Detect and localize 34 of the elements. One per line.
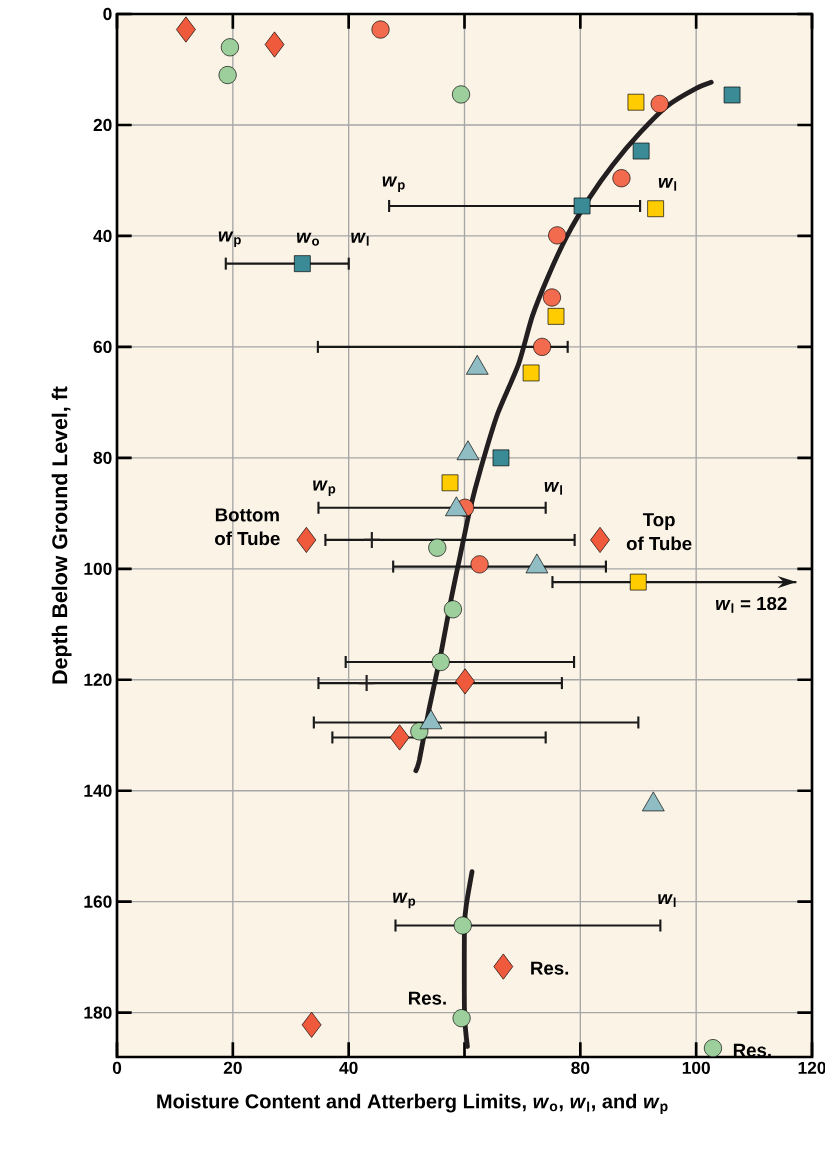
- annotation: w$_{l}$: [351, 232, 369, 246]
- annotation: Res.: [408, 991, 446, 1005]
- y-tick-label: 140: [84, 784, 112, 797]
- y-axis-title: Depth Below Ground Level, ft: [51, 386, 72, 684]
- annotation: Top: [642, 513, 675, 530]
- annotation: w$_{l}$: [658, 894, 676, 907]
- y-tick-label: 60: [93, 340, 112, 354]
- y-tick-label: 180: [84, 1006, 112, 1019]
- y-tick-label: 80: [93, 451, 112, 464]
- annotation: Res.: [531, 961, 569, 975]
- annotation: w$_{p}$: [218, 231, 241, 247]
- y-tick-label: 0: [103, 7, 112, 21]
- x-tick-label: 40: [339, 1061, 358, 1074]
- y-tick-label: 100: [84, 562, 112, 575]
- y-tick-label: 120: [84, 673, 112, 686]
- annotation: w$_{p}$: [393, 892, 416, 909]
- annotation: w$_{l}$: [544, 481, 562, 495]
- x-tick-label: 120: [798, 1061, 825, 1074]
- annotation: w$_{o}$: [296, 232, 320, 246]
- x-tick-label: 100: [682, 1061, 710, 1074]
- text: Moisture Content and Atterberg Limits, w$_{o}$, w$_{l}$, and w$_{p}$: [157, 1093, 668, 1114]
- annotation: w$_{l}$ = 182: [715, 596, 787, 613]
- y-tick-label: 40: [93, 229, 112, 243]
- annotation: w$_{p}$: [382, 176, 405, 193]
- x-tick-label: 20: [223, 1061, 242, 1074]
- annotation: of Tube: [215, 531, 280, 546]
- annotation: of Tube: [626, 536, 692, 551]
- x-tick-label: 80: [571, 1061, 590, 1074]
- x-tick-label: 0: [112, 1061, 122, 1074]
- annotation: Bottom: [215, 508, 279, 522]
- y-tick-label: 160: [84, 895, 112, 908]
- y-tick-label: 20: [93, 118, 112, 132]
- annotation: w$_{p}$: [313, 480, 336, 497]
- annotation: w$_{l}$: [658, 177, 677, 191]
